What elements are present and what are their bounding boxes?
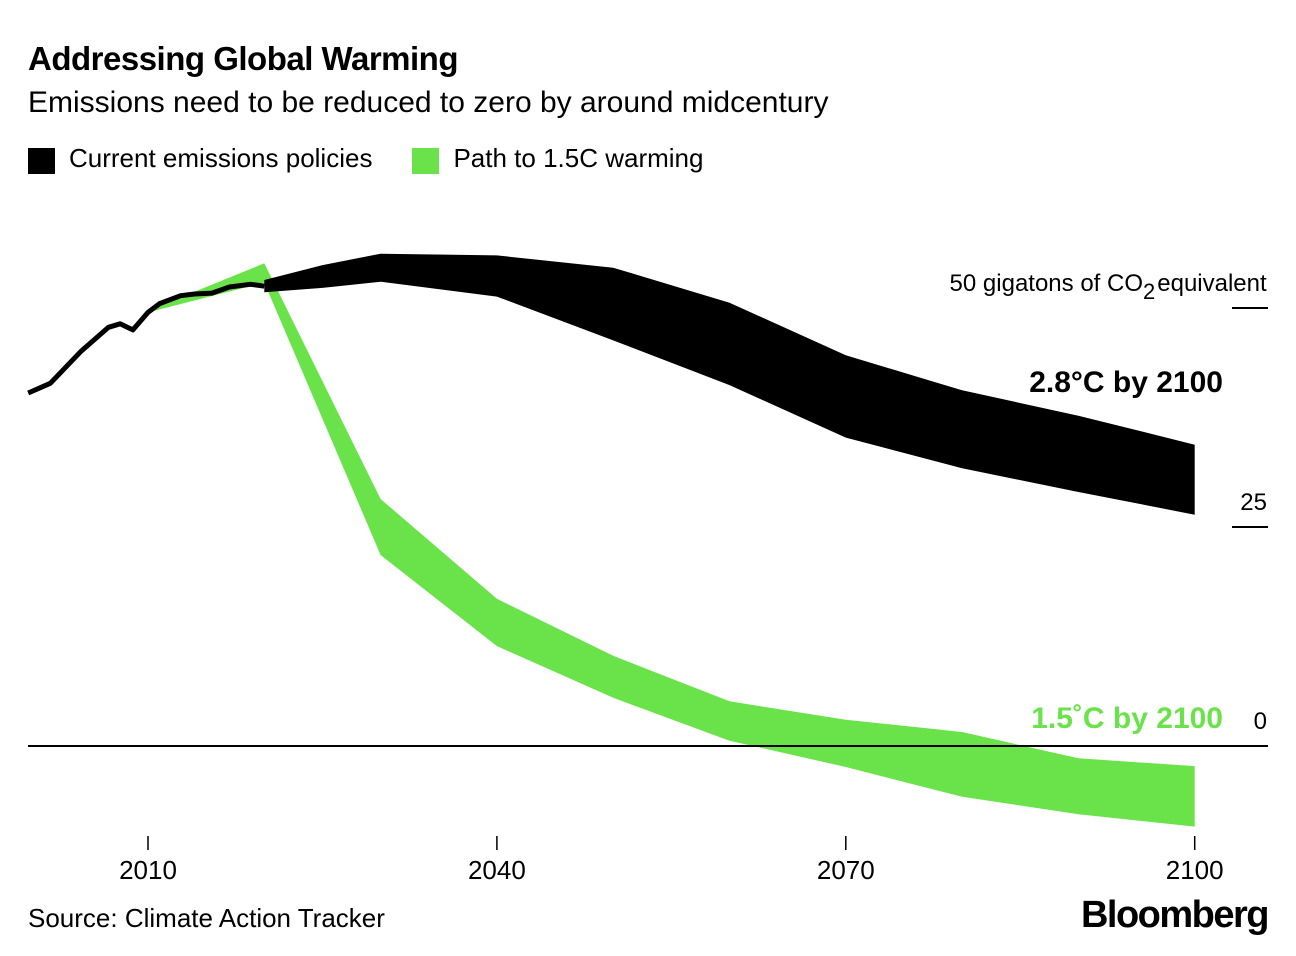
line-historical-emissions <box>27 281 265 396</box>
x-tick-label-2100: 2100 <box>1166 855 1224 885</box>
legend-label: Path to 1.5C warming <box>453 142 704 173</box>
legend-label: Current emissions policies <box>69 142 373 173</box>
annotation-1-5c: 1.5˚C by 2100 <box>1031 702 1223 735</box>
annotation-2-8c: 2.8°C by 2100 <box>1029 366 1223 399</box>
bloomberg-logo: Bloomberg <box>1080 894 1270 936</box>
legend: Current emissions policies Path to 1.5C … <box>28 142 743 174</box>
y-axis: 25 0 <box>1232 307 1268 735</box>
y-tick-label-0: 0 <box>1254 708 1267 735</box>
bands-layer <box>148 253 1195 827</box>
y-axis-unit-subscript: 2 <box>1143 279 1155 304</box>
y-axis-unit-suffix: equivalent <box>1157 270 1267 297</box>
lines-layer <box>27 281 265 396</box>
x-axis: 2010 2040 2070 2100 <box>119 836 1224 885</box>
x-tick-label-2010: 2010 <box>119 855 177 885</box>
band-current-emissions-policies <box>264 253 1195 515</box>
x-tick-label-2040: 2040 <box>468 855 526 885</box>
legend-item-current-policies: Current emissions policies <box>28 142 372 174</box>
legend-item-1-5c-path: Path to 1.5C warming <box>412 142 703 174</box>
y-axis-unit-prefix: 50 gigatons of CO <box>950 270 1143 297</box>
band-path-to-1-5c-warming <box>148 263 1195 827</box>
y-axis-unit-label: 50 gigatons of CO2equivalent <box>950 270 1267 304</box>
source-note: Source: Climate Action Tracker <box>28 903 385 933</box>
chart-subtitle: Emissions need to be reduced to zero by … <box>28 86 829 119</box>
y-tick-label-25: 25 <box>1240 489 1267 516</box>
x-tick-label-2070: 2070 <box>817 855 875 885</box>
legend-swatch-black <box>28 148 55 174</box>
legend-swatch-green <box>412 148 440 174</box>
chart-title: Addressing Global Warming <box>28 40 459 77</box>
